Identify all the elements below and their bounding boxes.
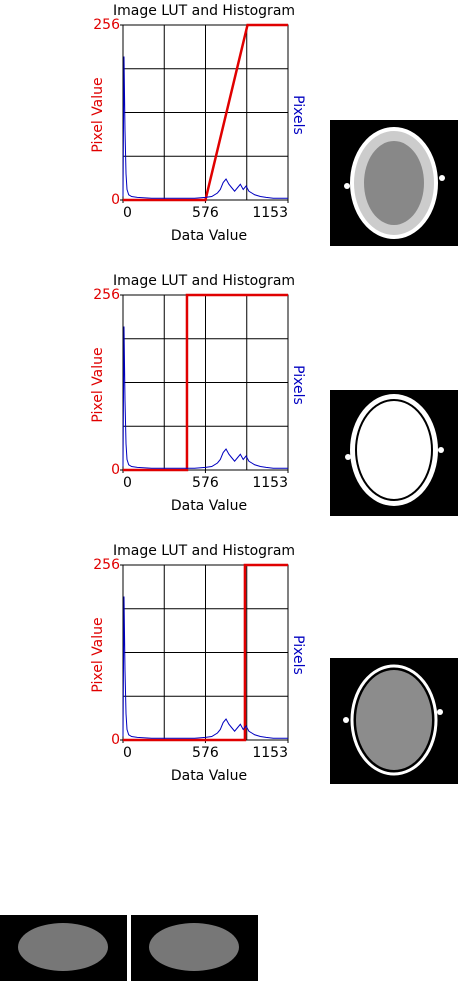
lut-histogram-chart: Image LUT and Histogram 0 256 0 576 1153 Data … xyxy=(90,273,306,514)
x-tick-label: 1153 xyxy=(252,745,288,761)
lut-line xyxy=(123,563,288,742)
x-tick-label: 0 xyxy=(123,475,132,491)
x-axis-label: Data Value xyxy=(171,228,247,244)
y-axis-label: Pixel Value xyxy=(90,617,106,692)
lut-histogram-chart: Image LUT and Histogram 0 256 0 576 1153 Data … xyxy=(90,3,306,244)
image-3 xyxy=(330,658,458,784)
lut-line xyxy=(123,293,288,472)
y-tick-label: 256 xyxy=(93,17,120,33)
x-tick-label: 1153 xyxy=(252,475,288,491)
chart-title: Image LUT and Histogram xyxy=(113,3,295,19)
image-5 xyxy=(131,915,258,981)
y-axis-label: Pixel Value xyxy=(90,77,106,152)
y-tick-label: 256 xyxy=(93,557,120,573)
y-tick-label: 0 xyxy=(111,192,120,208)
y-axis-label: Pixel Value xyxy=(90,347,106,422)
lut-line xyxy=(123,23,288,202)
x-tick-label: 576 xyxy=(192,475,219,491)
histogram-line xyxy=(122,56,288,199)
x-tick-label: 0 xyxy=(123,745,132,761)
histogram-line xyxy=(122,326,288,469)
y-tick-label: 0 xyxy=(111,462,120,478)
image-1 xyxy=(330,120,458,246)
y2-axis-label: Pixels xyxy=(290,95,306,135)
x-axis-label: Data Value xyxy=(171,498,247,514)
x-tick-label: 0 xyxy=(123,205,132,221)
chart-title: Image LUT and Histogram xyxy=(113,543,295,559)
y-tick-label: 256 xyxy=(93,287,120,303)
x-tick-label: 576 xyxy=(192,205,219,221)
chart-title: Image LUT and Histogram xyxy=(113,273,295,289)
x-tick-label: 576 xyxy=(192,745,219,761)
lut-histogram-chart: Image LUT and Histogram 0 256 0 576 1153 Data … xyxy=(90,543,306,784)
image-2 xyxy=(330,390,458,516)
histogram-line xyxy=(122,596,288,739)
x-axis-label: Data Value xyxy=(171,768,247,784)
image-4 xyxy=(0,915,127,981)
y2-axis-label: Pixels xyxy=(290,365,306,405)
y-tick-label: 0 xyxy=(111,732,120,748)
x-tick-label: 1153 xyxy=(252,205,288,221)
y2-axis-label: Pixels xyxy=(290,635,306,675)
